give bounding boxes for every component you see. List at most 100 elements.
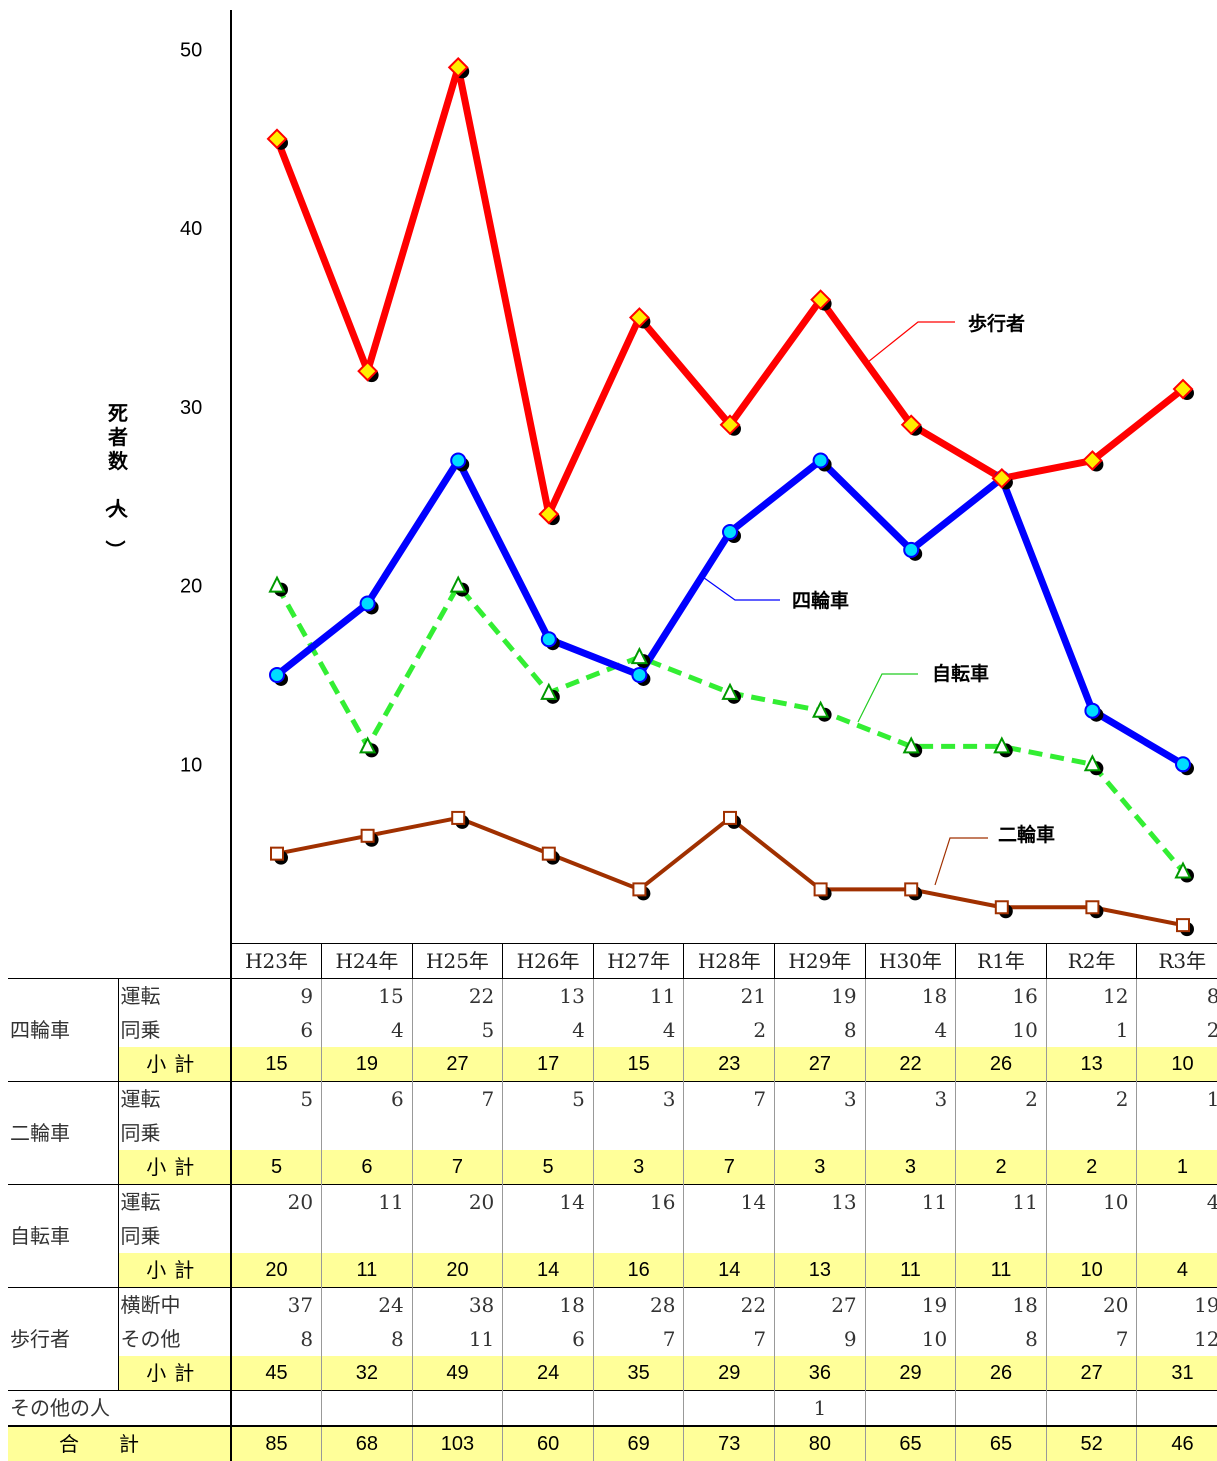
subtotal-value: 7 [411,1150,503,1185]
y-tick-label: 30 [180,397,202,419]
cell-value: 13 [502,978,594,1013]
cell-value: 8 [774,1013,866,1047]
cell-value [1136,1116,1217,1150]
subtotal-value: 49 [411,1356,503,1391]
group-label: 四輪車 [8,978,118,1047]
cell-value: 4 [864,1013,956,1047]
total-label: 合計 [8,1425,232,1461]
subtotal-value: 23 [683,1047,775,1082]
data-point [811,700,830,718]
subtotal-value: 29 [864,1356,956,1391]
subtotal-value: 1 [1136,1150,1217,1185]
data-point [722,523,738,540]
other-value [230,1390,322,1426]
subtotal-value: 4 [1136,1253,1217,1288]
data-point [541,846,556,861]
subtotal-value: 13 [774,1253,866,1288]
row-label: 同乗 [117,1219,232,1253]
data-point [904,882,919,897]
cell-value: 4 [321,1013,413,1047]
cell-value: 20 [411,1184,503,1219]
subtotal-value: 20 [411,1253,503,1288]
callout-line [867,321,955,363]
row-label: その他 [117,1322,232,1356]
other-value: 1 [774,1390,866,1426]
cell-value: 10 [1045,1184,1137,1219]
subtotal-value: 15 [230,1047,322,1082]
cell-value: 11 [864,1184,956,1219]
subtotal-label: 小計 [117,1150,232,1185]
table-row: 四輪車運転91522131121191816128 [8,978,1217,1047]
data-point [902,736,920,754]
cell-value [230,1116,322,1150]
cell-value: 8 [321,1322,413,1356]
cell-value: 19 [864,1287,956,1322]
data-point [1174,861,1192,879]
data-point [270,846,284,861]
subtotal-value: 14 [683,1253,775,1288]
cell-value: 6 [321,1081,413,1116]
subtotal-value: 35 [592,1356,684,1391]
data-point [900,414,922,436]
subtotal-value: 5 [502,1150,594,1185]
data-point [813,882,828,897]
cell-value: 11 [321,1184,413,1219]
year-header: H26年 [502,943,594,979]
callout-line [857,673,918,723]
data-point [721,682,739,700]
cell-value [1136,1219,1217,1253]
cell-value [230,1219,322,1253]
year-header: H28年 [683,943,776,979]
cell-value: 2 [1136,1013,1217,1047]
other-value [321,1390,413,1426]
callout-line [699,574,780,601]
cell-value [411,1219,503,1253]
data-point [631,666,648,683]
blank-cell [118,943,232,979]
subtotal-value: 10 [1136,1047,1217,1082]
year-header: R2年 [1045,943,1138,979]
cell-value [592,1219,684,1253]
total-value: 68 [321,1425,413,1461]
table-row: 同乗 [8,1116,1217,1150]
data-point [994,900,1009,915]
row-label: 運転 [117,978,232,1013]
group-label: 歩行者 [8,1287,118,1356]
cell-value: 4 [1136,1184,1217,1219]
series-label: 自転車 [932,662,989,685]
cell-value: 12 [1045,978,1137,1013]
total-value: 60 [502,1425,594,1461]
cell-value: 4 [502,1013,594,1047]
table-row: その他 8 8 11 6 7 7 9 10 8 7 12 [8,1322,1217,1356]
subtotal-value: 14 [502,1253,594,1288]
other-value [683,1390,775,1426]
subtotal-value: 2 [955,1150,1047,1185]
subtotal-value: 36 [774,1356,866,1391]
cell-value: 12 [1136,1322,1217,1356]
cell-value: 10 [955,1013,1047,1047]
cell-value: 7 [411,1081,503,1116]
cell-value: 21 [683,978,775,1013]
series-line [273,63,1186,518]
total-value: 85 [230,1425,322,1461]
data-table: H23年 H24年 H25年 H26年 H27年 H28年 H29年 H30年 R1年 R2年 R3… [8,943,1217,1461]
cell-value: 27 [774,1287,866,1322]
other-value [502,1390,594,1426]
cell-value: 22 [683,1287,775,1322]
subtotal-value: 11 [955,1253,1047,1288]
data-point [450,452,467,469]
cell-value: 2 [1045,1081,1137,1116]
other-row: その他の人 1 [8,1390,1217,1426]
data-point [1081,450,1103,471]
cell-value: 7 [592,1322,684,1356]
y-tick-label: 40 [180,218,202,240]
total-value: 65 [864,1425,956,1461]
subtotal-value: 29 [683,1356,775,1391]
table-row: 同乗 [8,1219,1217,1253]
data-point [628,307,650,328]
year-header: H24年 [321,943,413,979]
total-value: 46 [1136,1425,1217,1461]
subtotal-value: 13 [1045,1047,1137,1082]
row-label: 運転 [117,1081,232,1116]
